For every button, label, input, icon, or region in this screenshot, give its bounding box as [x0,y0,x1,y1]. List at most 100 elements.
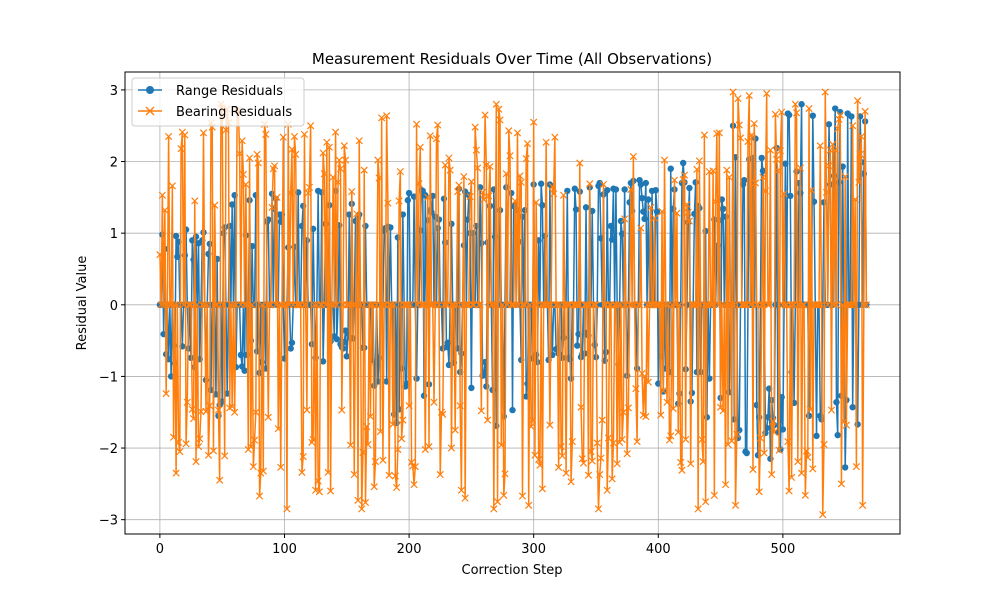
bearing-point [776,147,785,155]
bearing-point [632,384,640,393]
bearing-point [445,154,453,162]
bearing-point [415,180,423,188]
bearing-point [660,156,669,164]
x-axis-label: Correction Step [462,563,563,578]
range-point [228,201,236,208]
bearing-point [791,100,799,108]
chart-title: Measurement Residuals Over Time (All Obs… [312,50,712,68]
y-tick-label: −1 [99,370,118,385]
range-point [607,222,615,230]
x-tick-label: 500 [770,542,795,557]
legend-label-range: Range Residuals [176,84,283,99]
bearing-point [298,468,306,477]
bearing-point [819,511,827,519]
bearing-point [442,301,451,309]
bearing-point [245,154,254,162]
range-point [390,411,398,418]
bearing-point [851,195,859,204]
range-point [617,217,625,225]
range-point [582,204,590,211]
bearing-point [690,301,699,309]
range-point [653,208,661,215]
bearing-point [424,193,432,201]
bearing-point [255,492,264,500]
bearing-point [411,463,419,471]
range-point [805,412,813,420]
bearing-point [635,301,644,309]
range-point [645,196,652,203]
bearing-point [399,416,407,424]
bearing-point [370,483,378,491]
bearing-point [168,182,176,190]
bearing-point [858,501,867,509]
bearing-point [447,444,456,452]
bearing-point [262,130,270,138]
range-point [785,111,793,119]
x-tick-label: 200 [397,542,422,557]
bearing-point [841,172,849,181]
bearing-point [847,301,856,309]
bearing-point [518,492,527,500]
bearing-point [609,439,618,447]
bearing-point [191,197,199,205]
bearing-point [852,463,861,471]
bearing-point [156,251,164,259]
bearing-point [816,142,824,150]
bearing-point [416,143,424,151]
range-point [833,399,840,406]
bearing-point [290,132,299,141]
bearing-point [588,457,596,465]
bearing-point [340,142,348,150]
bearing-point [549,190,558,198]
bearing-point [321,301,330,309]
bearing-point [436,470,444,479]
bearing-point [434,121,442,129]
bearing-point [355,137,363,145]
range-point [174,253,181,260]
range-point [706,375,713,382]
bearing-point [538,485,547,493]
bearing-point [728,437,736,445]
range-point [444,339,451,346]
range-point [832,105,839,112]
bearing-point [222,126,230,134]
bearing-point [827,406,836,414]
legend-entry-range: Range Residuals [138,84,283,99]
bearing-point [497,441,505,449]
bearing-point [517,178,525,186]
bearing-point [554,463,563,472]
bearing-point [206,402,214,410]
bearing-point [805,104,813,113]
bearing-point [548,182,556,191]
bearing-point [829,140,837,148]
bearing-point [354,496,362,504]
bearing-point [209,447,218,455]
bearing-point [755,488,763,496]
bearing-point [613,460,621,468]
bearing-point [576,159,584,167]
bearing-point [861,107,869,116]
bearing-point [378,114,386,122]
legend: Range Residuals Bearing Residuals [131,77,305,127]
bearing-point [614,301,623,309]
x-tick-label: 100 [272,542,297,557]
bearing-point [389,420,397,429]
bearing-point [164,132,173,141]
range-point [612,186,620,193]
range-point [404,197,412,204]
bearing-point [644,378,652,386]
range-point [618,230,626,238]
bearing-point [675,301,684,309]
range-point [478,239,485,247]
range-point [798,101,805,108]
bearing-point [240,301,249,309]
bearing-point [374,156,382,164]
bearing-point [335,156,343,164]
range-point [521,207,529,214]
bearing-point [425,442,433,451]
bearing-point [700,131,709,139]
range-point [743,449,750,457]
bearing-point [694,505,702,513]
bearing-point [702,498,710,506]
